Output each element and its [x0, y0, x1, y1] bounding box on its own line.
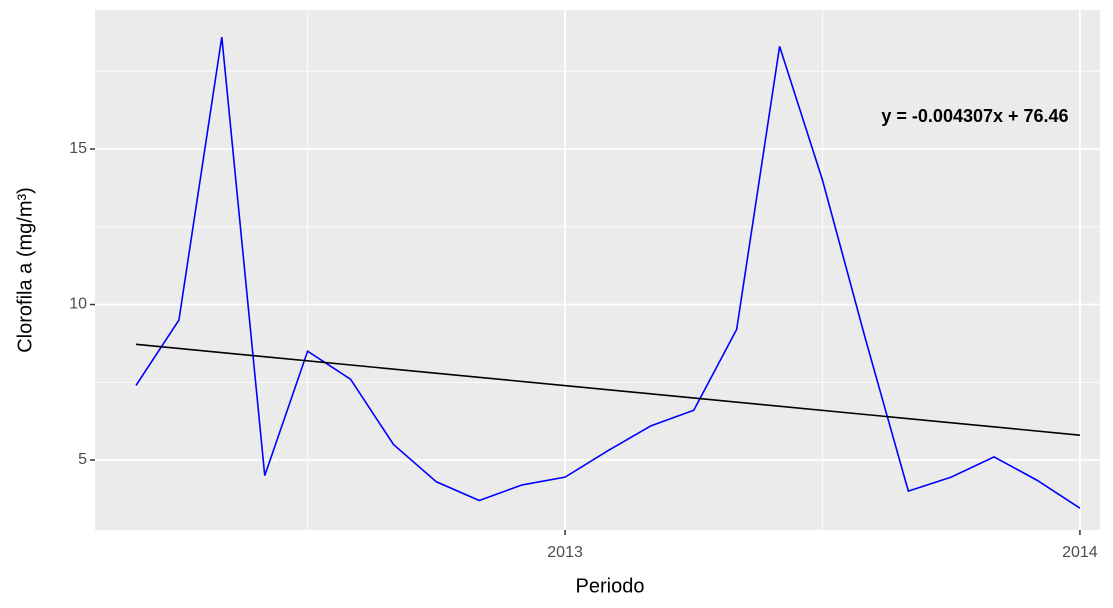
y-tick-label: 5: [78, 451, 87, 468]
annotation: y = -0.004307x + 76.46: [881, 106, 1068, 126]
x-tick-label: 2013: [547, 544, 583, 561]
trend-line: [135, 343, 1080, 436]
x-axis-title: Periodo: [576, 575, 645, 597]
series-line: [135, 36, 1081, 509]
x-tick-label: 2014: [1062, 544, 1098, 561]
y-tick-label: 10: [69, 296, 87, 313]
y-axis-title: Clorofila a (mg/m³): [14, 187, 36, 353]
panel: [95, 10, 1100, 530]
y-tick-label: 15: [69, 140, 87, 157]
